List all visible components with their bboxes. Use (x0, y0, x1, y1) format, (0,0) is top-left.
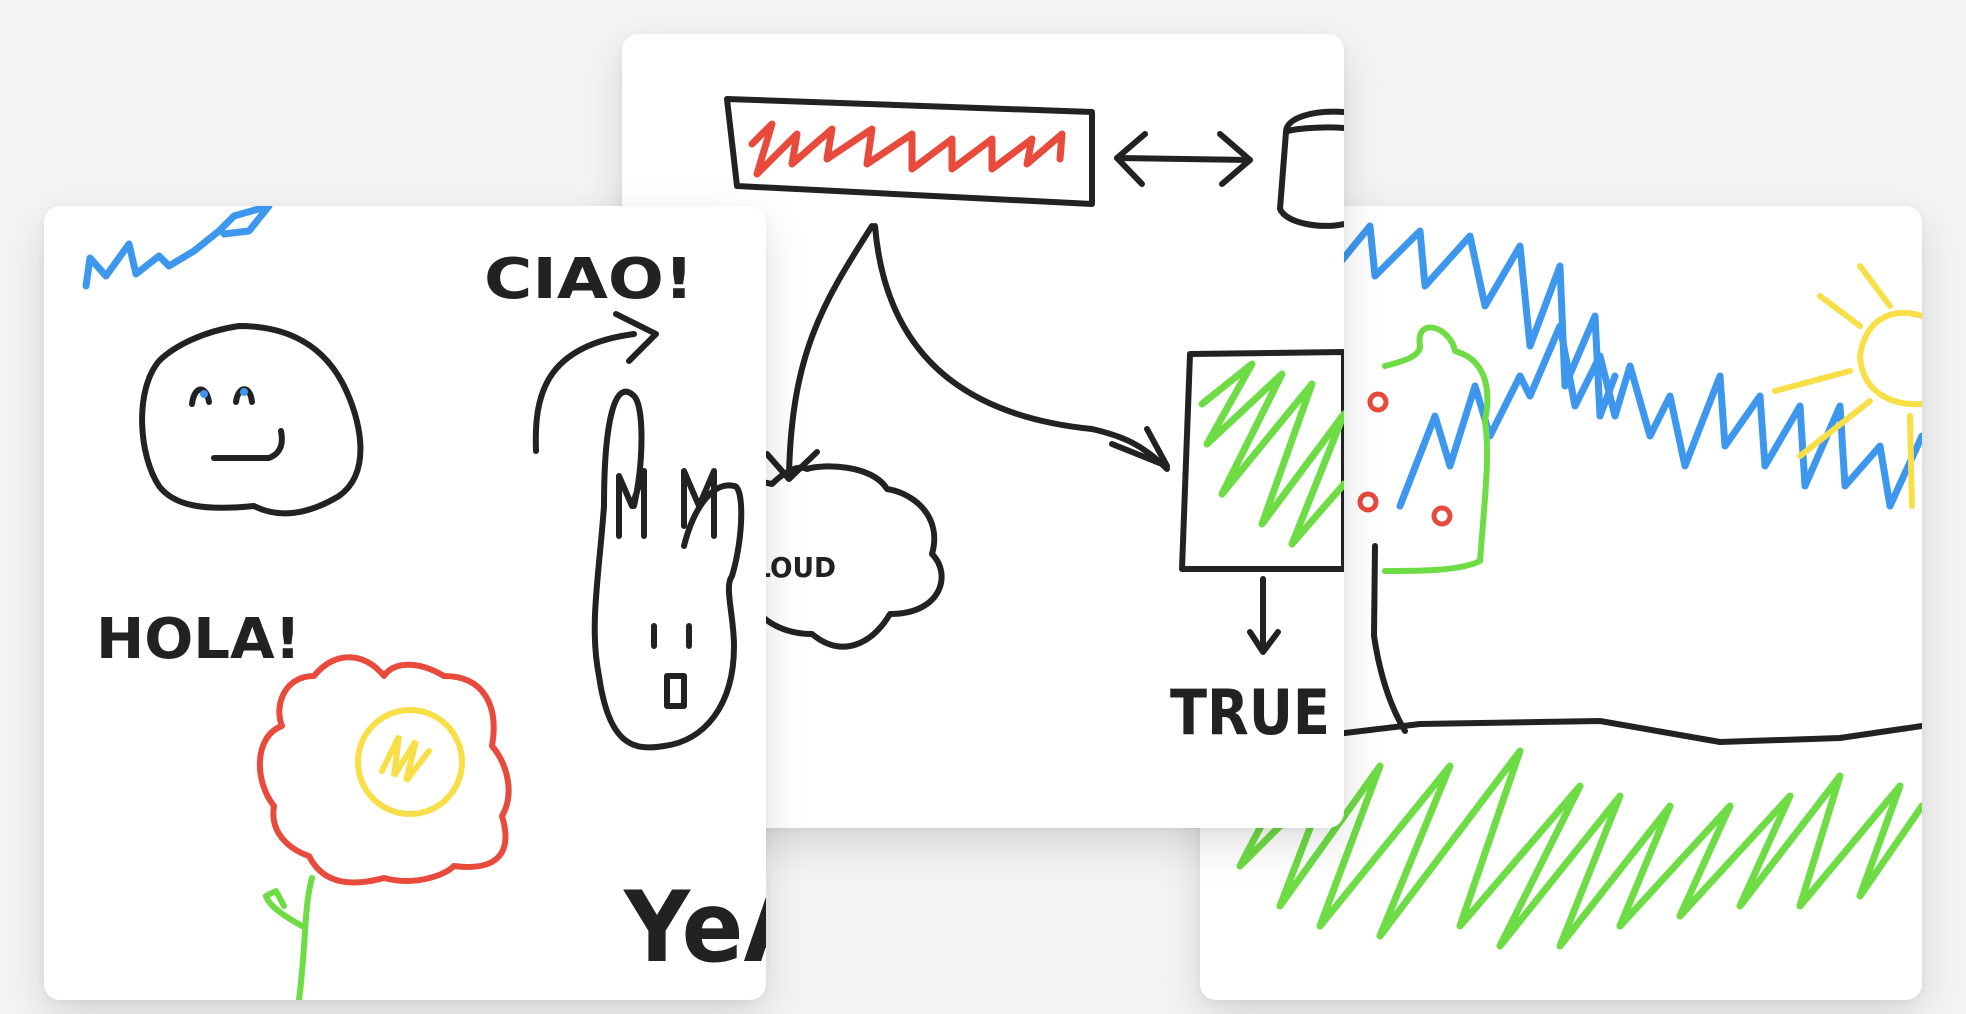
arrow-down-icon (1247, 576, 1281, 655)
curved-arrow-head (613, 311, 659, 364)
connector-to-cloud (786, 223, 875, 477)
red-fill-scribble (748, 120, 1066, 178)
grass-scribble (1231, 747, 1922, 950)
doodles-drawing-canvas: CIAO! HOLA! YeA (82, 206, 766, 1000)
arrowhead-right (1109, 426, 1170, 469)
result-label: TRUE (1170, 676, 1330, 749)
drawing-card-doodles[interactable]: CIAO! HOLA! YeA (44, 206, 766, 1000)
bunny-face (651, 623, 692, 709)
arrowhead-down (764, 449, 820, 482)
sun-icon (1772, 263, 1922, 509)
sky-scribble-lower (1396, 322, 1922, 510)
tree-crown (1382, 324, 1491, 574)
smiley-face (139, 323, 364, 517)
yea-text: YeA (623, 871, 766, 985)
green-fill-scribble (1198, 360, 1344, 548)
diagram-box-top (724, 96, 1095, 207)
flower-center (355, 707, 465, 817)
smiley-eye-right (240, 388, 248, 396)
curved-arrow (532, 331, 637, 454)
cloud-label: LOUD (754, 551, 836, 584)
flower-stem (263, 875, 315, 1000)
tree-trunk (1371, 543, 1408, 734)
ciao-text: CIAO! (484, 247, 694, 312)
connector-to-square (872, 223, 1170, 472)
blue-scribble (82, 206, 273, 290)
tree-apples (1357, 391, 1453, 527)
hola-text: HOLA! (96, 607, 301, 672)
flower-center-scribble (379, 734, 432, 783)
database-cylinder (1277, 108, 1344, 229)
bunny-body (591, 388, 745, 751)
smiley-mouth (211, 428, 285, 461)
diagram-box-result (1179, 349, 1344, 572)
smiley-eye-left (200, 390, 208, 398)
flower-petals (256, 654, 512, 886)
diagram-drawing-canvas: LOUD TRUE (724, 96, 1344, 749)
double-arrow-icon (1114, 131, 1253, 187)
bunny-ears (616, 468, 717, 539)
